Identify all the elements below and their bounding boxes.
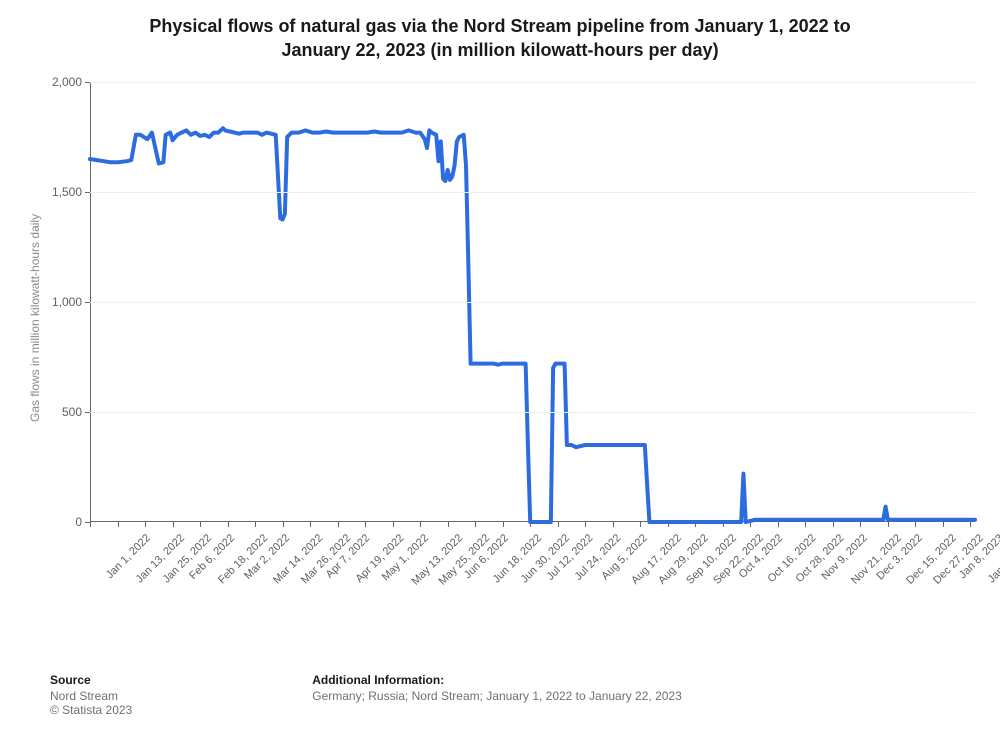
x-tick-mark <box>585 522 586 527</box>
x-tick-mark <box>255 522 256 527</box>
y-tick-label: 1,500 <box>52 185 90 199</box>
x-tick-mark <box>145 522 146 527</box>
x-tick-mark <box>283 522 284 527</box>
x-tick-mark <box>970 522 971 527</box>
y-tick-label: 0 <box>75 515 90 529</box>
x-tick-mark <box>860 522 861 527</box>
y-tick-label: 1,000 <box>52 295 90 309</box>
x-tick-mark <box>448 522 449 527</box>
chart-footer: Source Nord Stream © Statista 2023 Addit… <box>50 673 950 717</box>
additional-info-text: Germany; Russia; Nord Stream; January 1,… <box>312 689 682 703</box>
plot-area: 05001,0001,5002,000 <box>90 82 975 522</box>
x-tick-mark <box>173 522 174 527</box>
x-tick-mark <box>888 522 889 527</box>
x-tick-mark <box>833 522 834 527</box>
x-tick-mark <box>778 522 779 527</box>
x-tick-mark <box>943 522 944 527</box>
source-name: Nord Stream <box>50 689 132 703</box>
x-tick-mark <box>723 522 724 527</box>
gridline <box>90 412 975 413</box>
x-tick-mark <box>310 522 311 527</box>
chart-title-line1: Physical flows of natural gas via the No… <box>149 16 850 36</box>
x-tick-mark <box>420 522 421 527</box>
additional-info-header: Additional Information: <box>312 673 682 687</box>
x-tick-mark <box>613 522 614 527</box>
x-tick-mark <box>90 522 91 527</box>
chart-title: Physical flows of natural gas via the No… <box>0 14 1000 62</box>
gridline <box>90 82 975 83</box>
x-tick-mark <box>750 522 751 527</box>
x-tick-mark <box>640 522 641 527</box>
x-tick-mark <box>338 522 339 527</box>
x-tick-mark <box>503 522 504 527</box>
x-tick-mark <box>915 522 916 527</box>
x-tick-mark <box>200 522 201 527</box>
x-tick-mark <box>558 522 559 527</box>
x-tick-mark <box>118 522 119 527</box>
chart-title-line2: January 22, 2023 (in million kilowatt-ho… <box>281 40 718 60</box>
y-tick-label: 500 <box>62 405 90 419</box>
gridline <box>90 192 975 193</box>
x-tick-mark <box>393 522 394 527</box>
source-header: Source <box>50 673 132 687</box>
x-tick-mark <box>530 522 531 527</box>
x-tick-mark <box>695 522 696 527</box>
y-axis-title: Gas flows in million kilowatt-hours dail… <box>28 214 42 422</box>
copyright: © Statista 2023 <box>50 703 132 717</box>
x-tick-mark <box>228 522 229 527</box>
source-block: Source Nord Stream © Statista 2023 <box>50 673 132 717</box>
y-tick-label: 2,000 <box>52 75 90 89</box>
x-tick-mark <box>805 522 806 527</box>
gridline <box>90 302 975 303</box>
x-tick-mark <box>668 522 669 527</box>
additional-info-block: Additional Information: Germany; Russia;… <box>312 673 682 717</box>
x-tick-mark <box>365 522 366 527</box>
x-tick-mark <box>475 522 476 527</box>
